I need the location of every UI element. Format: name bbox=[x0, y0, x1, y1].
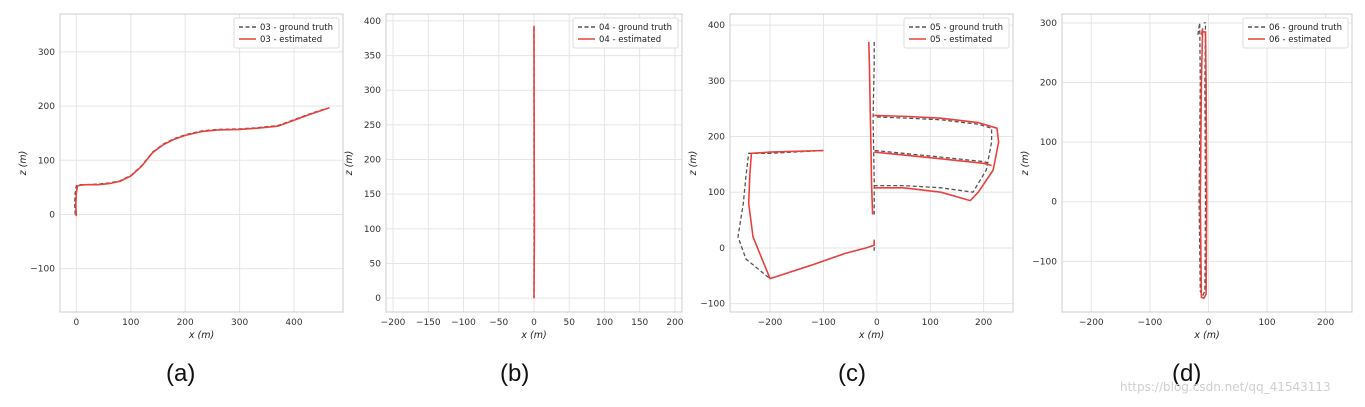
x-tick-label: −150 bbox=[416, 318, 441, 328]
y-tick-label: −100 bbox=[700, 300, 725, 310]
legend: 03 - ground truth 03 - estimated bbox=[233, 17, 340, 49]
x-tick-label: 100 bbox=[1258, 318, 1275, 328]
y-tick-label: 350 bbox=[364, 52, 381, 62]
y-tick-label: 0 bbox=[719, 244, 725, 254]
legend: 05 - ground truth 05 - estimated bbox=[903, 17, 1010, 49]
y-tick-label: 100 bbox=[38, 156, 55, 166]
series-line-estimated bbox=[75, 106, 330, 217]
y-tick-label: 300 bbox=[38, 48, 55, 58]
y-axis-label: z (m) bbox=[344, 151, 355, 177]
x-axis-label: x (m) bbox=[858, 330, 884, 341]
x-tick-label: 0 bbox=[1206, 318, 1212, 328]
x-tick-label: −100 bbox=[811, 318, 836, 328]
x-tick-label: −100 bbox=[1138, 318, 1163, 328]
x-tick-label: 200 bbox=[177, 318, 194, 328]
y-tick-label: 50 bbox=[370, 259, 382, 269]
y-tick-label: 100 bbox=[1040, 138, 1057, 148]
y-tick-label: 400 bbox=[708, 21, 725, 31]
series-line-ground-truth bbox=[74, 107, 327, 215]
y-tick-label: 0 bbox=[375, 294, 381, 304]
x-tick-label: −50 bbox=[489, 318, 508, 328]
x-axis-label: x (m) bbox=[188, 330, 214, 341]
y-tick-label: 250 bbox=[364, 121, 381, 131]
legend-box bbox=[1242, 17, 1349, 49]
y-axis-label: z (m) bbox=[688, 151, 699, 177]
plot-frame bbox=[59, 13, 344, 313]
y-tick-label: 150 bbox=[364, 190, 381, 200]
legend-label: 06 - estimated bbox=[1269, 35, 1331, 45]
caption-a: (a) bbox=[166, 360, 196, 387]
subplot-1: 0 100 200 300 400 −100 0 100 200 300 x (m) z (m) 03 … bbox=[18, 13, 344, 341]
x-tick-label: −200 bbox=[758, 318, 783, 328]
series-line-estimated bbox=[747, 41, 1000, 280]
plot-frame bbox=[385, 13, 683, 313]
subplot-3: −200 −100 0 100 200 −100 0 100 200 300 400 x (m) z (… bbox=[688, 13, 1014, 341]
y-axis-label: z (m) bbox=[1020, 151, 1031, 177]
x-tick-label: 200 bbox=[975, 318, 992, 328]
x-tick-label: 300 bbox=[231, 318, 248, 328]
x-tick-label: −100 bbox=[451, 318, 476, 328]
y-axis-label: z (m) bbox=[18, 151, 29, 177]
x-tick-label: 150 bbox=[631, 318, 648, 328]
x-tick-label: −200 bbox=[381, 318, 406, 328]
y-tick-label: 0 bbox=[1051, 198, 1057, 208]
x-tick-label: 0 bbox=[73, 318, 79, 328]
y-tick-label: −100 bbox=[1032, 257, 1057, 267]
legend-label: 03 - ground truth bbox=[260, 23, 333, 33]
legend-box bbox=[233, 17, 340, 49]
legend-label: 05 - estimated bbox=[930, 35, 992, 45]
y-tick-label: 300 bbox=[364, 86, 381, 96]
y-tick-label: 200 bbox=[38, 102, 55, 112]
legend-label: 03 - estimated bbox=[260, 35, 322, 45]
y-tick-label: −100 bbox=[30, 265, 55, 275]
y-tick-label: 300 bbox=[708, 77, 725, 87]
subplot-4: −200 −100 0 100 200 −100 0 100 200 300 x (m) z (m) 0… bbox=[1020, 13, 1353, 341]
legend-label: 04 - ground truth bbox=[599, 23, 672, 33]
x-tick-label: 200 bbox=[1317, 318, 1334, 328]
x-tick-label: 200 bbox=[666, 318, 683, 328]
caption-d: (d) bbox=[1172, 360, 1202, 387]
y-tick-label: 100 bbox=[364, 225, 381, 235]
x-axis-label: x (m) bbox=[520, 330, 546, 341]
x-tick-label: 50 bbox=[564, 318, 576, 328]
x-tick-label: 400 bbox=[285, 318, 302, 328]
legend: 04 - ground truth 04 - estimated bbox=[572, 17, 679, 49]
x-tick-label: 100 bbox=[596, 318, 613, 328]
caption-b: (b) bbox=[500, 360, 530, 387]
legend-label: 04 - estimated bbox=[599, 35, 661, 45]
watermark: https://blog.csdn.net/qq_41543113 bbox=[1120, 380, 1331, 394]
plot-frame bbox=[729, 13, 1014, 313]
y-tick-label: 200 bbox=[708, 133, 725, 143]
caption-c: (c) bbox=[838, 360, 866, 387]
subplot-2: −200 −150 −100 −50 0 50 100 150 200 0 50 100 150 200 2… bbox=[344, 13, 684, 341]
plot-frame bbox=[1061, 13, 1353, 313]
x-tick-label: 100 bbox=[122, 318, 139, 328]
x-tick-label: 0 bbox=[874, 318, 880, 328]
y-tick-label: 400 bbox=[364, 17, 381, 27]
y-tick-label: 200 bbox=[1040, 79, 1057, 89]
series-line-estimated bbox=[1199, 28, 1208, 300]
legend-box bbox=[572, 17, 679, 49]
x-axis-label: x (m) bbox=[1193, 330, 1219, 341]
y-tick-label: 100 bbox=[708, 188, 725, 198]
x-tick-label: 100 bbox=[922, 318, 939, 328]
legend: 06 - ground truth 06 - estimated bbox=[1242, 17, 1349, 49]
y-tick-label: 200 bbox=[364, 156, 381, 166]
legend-label: 06 - ground truth bbox=[1269, 23, 1342, 33]
x-tick-label: 0 bbox=[531, 318, 537, 328]
x-tick-label: −200 bbox=[1079, 318, 1104, 328]
y-tick-label: 300 bbox=[1040, 19, 1057, 29]
y-tick-label: 0 bbox=[49, 210, 55, 220]
legend-box bbox=[903, 17, 1010, 49]
legend-label: 05 - ground truth bbox=[930, 23, 1003, 33]
